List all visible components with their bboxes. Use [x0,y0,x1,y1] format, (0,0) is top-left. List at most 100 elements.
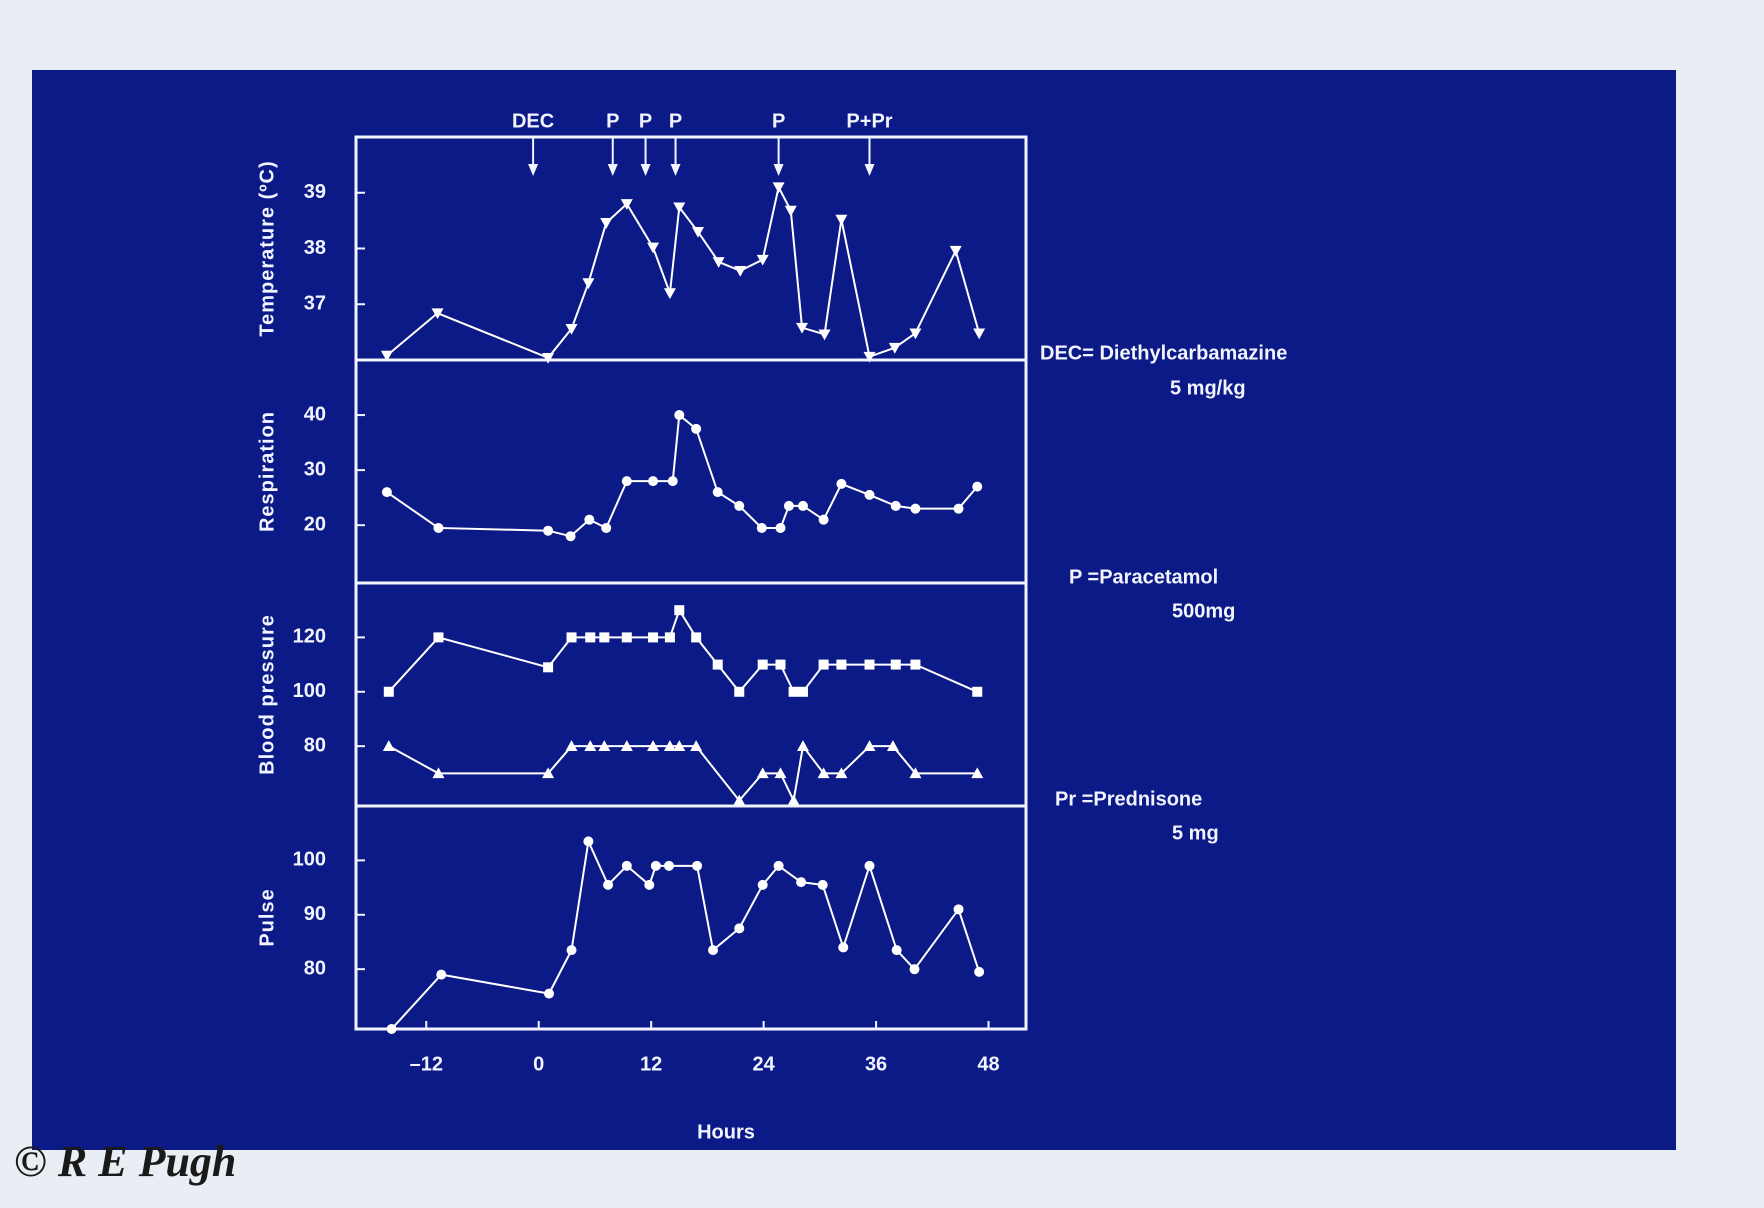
marker [566,632,577,643]
marker [886,740,899,751]
marker [691,423,702,434]
marker [971,767,984,779]
marker [817,767,830,779]
x-tick-label: –12 [410,1053,443,1075]
marker [712,487,723,498]
marker [601,522,612,533]
marker [565,740,578,751]
marker [953,904,964,915]
marker [818,514,829,525]
marker [756,254,769,266]
marker [734,923,745,934]
legend-note: 5 mg/kg [1170,377,1246,399]
y-tick-label: 80 [304,957,326,979]
marker [663,288,676,300]
marker [433,522,444,533]
marker [864,659,875,670]
legend-note: P =Paracetamol [1069,566,1218,588]
marker [775,522,786,533]
marker [432,767,445,779]
annotation-label: DEC [512,110,554,132]
marker [835,767,848,779]
x-axis-label: Hours [697,1121,755,1143]
marker [796,877,807,888]
marker [650,860,661,871]
y-tick-label: 90 [304,903,326,925]
x-tick-label: 12 [640,1053,662,1075]
legend-note: Pr =Prednisone [1055,788,1202,810]
annotation-label: P+Pr [846,110,892,132]
marker [757,879,768,890]
series-line [388,743,978,804]
y-tick-label: 38 [304,237,326,259]
arrow-head [773,164,784,176]
series-line [386,184,981,359]
marker [734,266,747,277]
marker [380,350,393,362]
marker [542,352,555,364]
annotation-label: P [772,110,785,132]
marker [566,945,577,956]
marker [796,322,809,334]
marker [584,514,595,525]
legend-note: 5 mg [1172,822,1219,844]
legend-note: DEC= Diethylcarbamazine [1040,342,1287,364]
marker [949,245,962,257]
marker [783,500,794,511]
annotation-label: P [669,110,682,132]
marker [433,632,444,643]
marker [836,659,847,670]
marker [620,199,633,210]
y-tick-label: 39 [304,181,326,203]
arrow-head [864,164,875,176]
marker [663,740,676,751]
marker [584,740,597,751]
marker [838,942,849,953]
marker [620,740,633,751]
marker [909,767,922,779]
marker [565,323,578,335]
y-axis-label: Pulse [256,888,278,946]
marker [796,740,809,751]
arrow-head [670,164,681,176]
marker [734,500,745,511]
marker [431,308,444,320]
marker [603,879,614,890]
marker [621,476,632,487]
marker [973,328,986,340]
annotation-label: P [606,110,619,132]
marker [667,476,678,487]
marker [382,740,395,751]
marker [599,632,610,643]
marker [585,632,596,643]
y-tick-label: 100 [293,849,326,871]
x-tick-label: 24 [752,1053,775,1075]
marker [774,767,787,779]
marker [890,659,901,670]
marker [582,278,595,290]
y-tick-label: 120 [293,626,326,648]
marker [674,605,685,616]
marker [972,686,983,697]
y-tick-label: 80 [304,734,326,756]
marker [664,632,675,643]
marker [756,522,767,533]
marker [772,182,785,194]
marker [386,1024,397,1034]
marker [600,218,613,229]
arrow-head [640,164,651,176]
marker [673,740,686,751]
marker [542,767,555,779]
annotation-label: P [639,110,652,132]
marker [543,525,554,536]
marker [583,836,594,847]
marker [692,226,705,238]
marker [972,481,983,492]
marker [673,202,686,214]
marker [909,328,922,340]
arrow-head [528,164,539,176]
marker [797,500,808,511]
y-tick-label: 40 [304,403,326,425]
x-tick-label: 48 [977,1053,999,1075]
x-tick-label: 0 [533,1053,544,1075]
